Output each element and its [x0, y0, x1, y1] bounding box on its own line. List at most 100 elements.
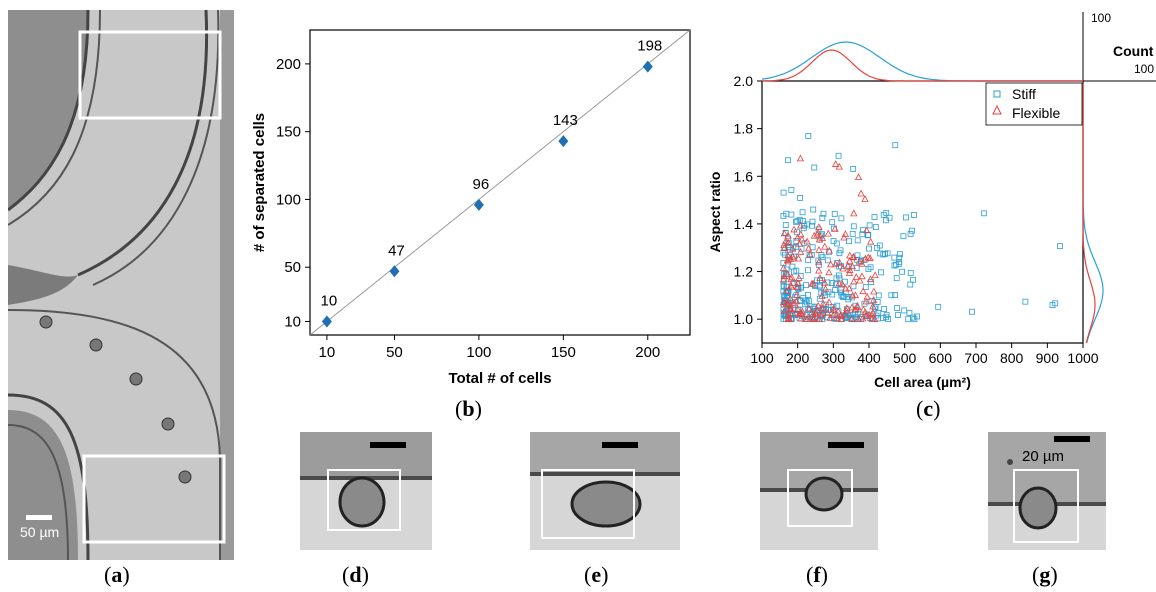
point-stiff	[791, 268, 797, 275]
point-flexible	[784, 238, 792, 246]
point-stiff	[907, 270, 914, 276]
point-flexible	[805, 304, 813, 312]
point-stiff	[868, 298, 875, 305]
x-tick-label: 700	[964, 350, 988, 366]
point-stiff	[805, 298, 812, 305]
point-flexible	[797, 314, 805, 322]
point-stiff	[805, 292, 811, 298]
x-tick-label: 900	[1036, 350, 1060, 366]
point-stiff	[845, 294, 852, 300]
point-flexible	[829, 311, 837, 318]
reference-line	[309, 29, 691, 336]
point-stiff	[793, 218, 799, 225]
point-flexible	[788, 244, 797, 252]
point-stiff	[897, 251, 903, 258]
point-flexible	[867, 310, 876, 318]
x-tick-label: 1000	[1067, 350, 1098, 366]
point-stiff	[833, 281, 840, 288]
point-stiff	[883, 217, 889, 224]
point-stiff	[800, 295, 807, 301]
point-stiff	[911, 212, 917, 218]
point-flexible	[862, 226, 871, 234]
point-flexible	[780, 298, 788, 306]
point-stiff	[819, 215, 826, 221]
point-flexible	[809, 315, 817, 323]
point-flexible	[780, 241, 788, 248]
legend-label-flexible: Flexible	[1012, 105, 1060, 121]
point-stiff	[831, 210, 838, 217]
point-stiff	[868, 314, 875, 321]
point-flexible	[804, 244, 813, 252]
point-stiff	[853, 265, 860, 271]
point-stiff	[788, 187, 795, 193]
point-stiff	[1049, 302, 1056, 308]
y-tick-label: 1.4	[734, 216, 754, 232]
point-flexible	[850, 209, 858, 217]
point-flexible	[871, 271, 879, 279]
point-flexible	[835, 258, 844, 266]
point-flexible	[858, 314, 867, 322]
panel-label-e: (e)	[584, 562, 609, 587]
point-stiff	[850, 283, 857, 290]
point-flexible	[796, 247, 805, 255]
data-label: 143	[553, 112, 578, 129]
point-flexible	[787, 273, 796, 281]
data-point	[321, 315, 332, 328]
point-stiff	[906, 309, 913, 316]
panel-label-c: (c)	[916, 396, 941, 421]
marginal-right-tick: 100	[1134, 62, 1154, 76]
point-flexible	[804, 313, 813, 321]
point-stiff	[880, 251, 887, 258]
point-stiff	[865, 231, 872, 238]
marginal-x-curve-stiff	[761, 41, 1083, 82]
point-stiff	[909, 227, 915, 234]
point-flexible	[826, 260, 835, 268]
point-stiff	[846, 264, 853, 270]
point-stiff	[868, 279, 875, 286]
point-stiff	[782, 222, 789, 228]
point-stiff	[892, 142, 899, 149]
point-flexible	[784, 314, 793, 321]
point-flexible	[793, 291, 801, 298]
point-stiff	[800, 218, 806, 225]
point-stiff	[838, 215, 845, 222]
x-axis-label: Cell area (µm²)	[874, 374, 971, 390]
data-point	[642, 60, 653, 73]
point-flexible	[794, 254, 803, 262]
data-point	[473, 198, 484, 211]
point-stiff	[888, 292, 895, 299]
panel-label-d: (d)	[342, 562, 369, 587]
scale-bar-label: 50 µm	[20, 524, 60, 540]
x-tick-label: 10	[319, 344, 336, 361]
point-flexible	[787, 281, 795, 289]
point-flexible	[848, 303, 856, 311]
point-flexible	[855, 257, 863, 265]
point-stiff	[810, 206, 817, 213]
point-flexible	[840, 233, 848, 241]
point-flexible	[837, 315, 846, 322]
point-flexible	[803, 237, 811, 245]
point-stiff	[780, 189, 787, 196]
point-flexible	[789, 252, 797, 260]
point-flexible	[866, 237, 875, 245]
point-stiff	[872, 224, 879, 230]
point-flexible	[793, 233, 802, 241]
point-stiff	[836, 250, 843, 257]
point-flexible	[783, 270, 792, 277]
point-flexible	[813, 230, 821, 238]
legend-marker-stiff	[993, 90, 1001, 98]
point-stiff	[809, 218, 816, 225]
point-stiff	[910, 276, 916, 283]
point-flexible	[866, 254, 874, 262]
data-point	[558, 135, 569, 148]
point-flexible	[835, 279, 843, 287]
point-stiff	[899, 268, 905, 275]
point-stiff	[875, 292, 882, 299]
point-flexible	[796, 309, 805, 316]
point-flexible	[809, 279, 817, 287]
point-stiff	[818, 232, 825, 239]
point-stiff	[901, 307, 908, 314]
point-stiff	[815, 257, 822, 264]
point-flexible	[817, 311, 825, 319]
point-stiff	[900, 233, 907, 240]
